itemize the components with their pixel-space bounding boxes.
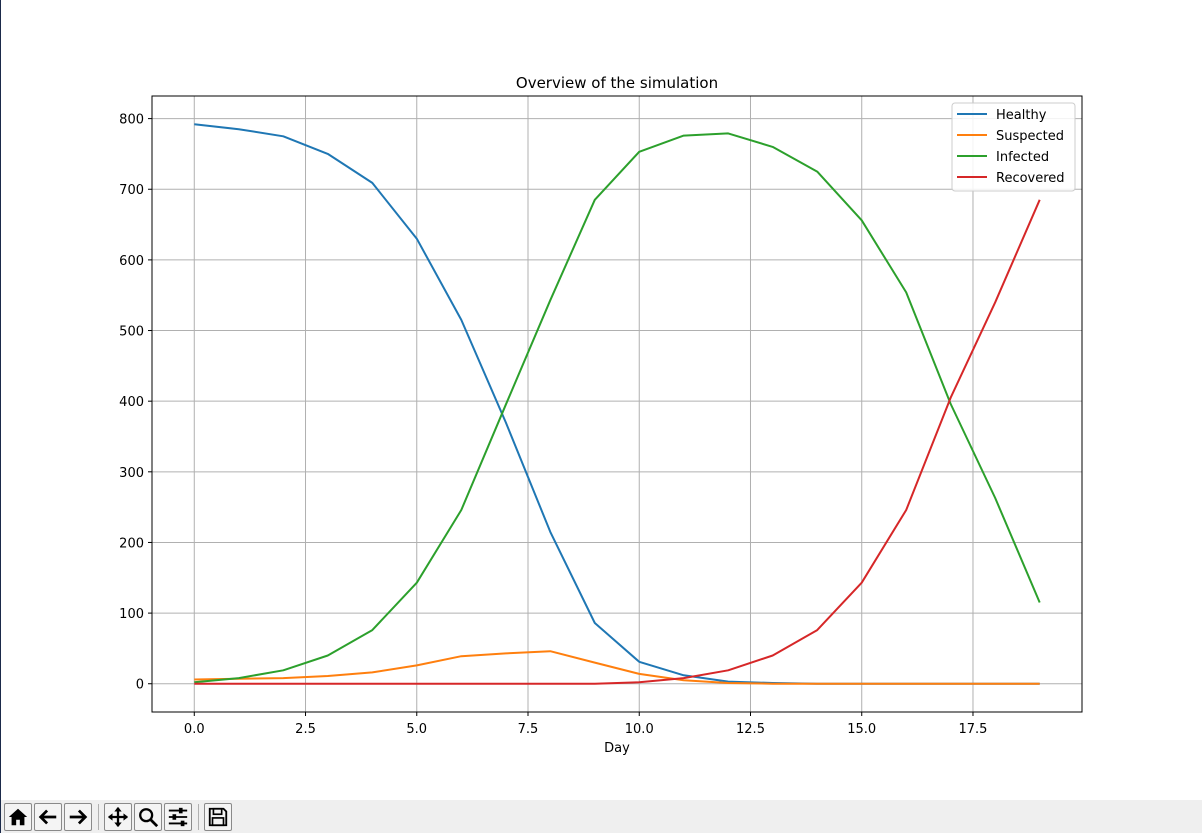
legend-label-infected: Infected xyxy=(996,150,1049,165)
y-tick-label: 200 xyxy=(119,536,144,551)
legend-box xyxy=(951,102,1076,192)
x-tick-label: 5.0 xyxy=(406,722,427,737)
y-tick-label: 500 xyxy=(119,325,144,340)
forward-button[interactable] xyxy=(64,802,92,831)
x-tick-label: 12.5 xyxy=(736,722,765,737)
figure-canvas: Overview of the simulation 0.0 2.5 5.0 7.5 1… xyxy=(1,0,1202,800)
series-line-recovered xyxy=(194,199,1041,685)
legend: Healthy Suspected Infected Recovered xyxy=(951,102,1076,192)
x-tick-label: 0.0 xyxy=(184,722,205,737)
legend-label-healthy: Healthy xyxy=(996,108,1047,123)
x-tick-label: 10.0 xyxy=(625,722,654,737)
back-arrow-icon xyxy=(38,809,57,824)
save-button[interactable] xyxy=(204,802,232,831)
y-tick-label: 100 xyxy=(119,607,144,622)
chart-title: Overview of the simulation xyxy=(516,74,718,92)
y-tick-label: 800 xyxy=(119,113,144,128)
axes-frame xyxy=(151,95,1083,713)
navigation-toolbar xyxy=(1,800,1202,833)
home-icon xyxy=(8,808,28,825)
y-tick-label: 600 xyxy=(119,254,144,269)
x-tick-label: 17.5 xyxy=(959,722,988,737)
home-button[interactable] xyxy=(4,802,32,831)
forward-arrow-icon xyxy=(69,809,88,824)
zoom-button[interactable] xyxy=(134,802,162,831)
pan-icon xyxy=(107,806,129,827)
series-line-suspected xyxy=(194,650,1040,685)
configure-subplots-icon xyxy=(168,807,188,826)
pan-button[interactable] xyxy=(104,802,132,831)
y-tick-label: 0 xyxy=(136,678,144,693)
y-tick-label: 400 xyxy=(119,395,144,410)
y-tick-label: 700 xyxy=(119,183,144,198)
y-tick-label: 300 xyxy=(119,466,144,481)
legend-label-suspected: Suspected xyxy=(996,129,1064,144)
toolbar-separator xyxy=(98,803,99,830)
configure-subplots-button[interactable] xyxy=(164,802,192,831)
series-layer xyxy=(194,123,1041,685)
ticks: 0.0 2.5 5.0 7.5 10.0 12.5 15.0 17.5 0 100 200 300 40… xyxy=(119,113,987,737)
back-button[interactable] xyxy=(34,802,62,831)
zoom-icon xyxy=(139,807,159,827)
x-tick-label: 7.5 xyxy=(518,722,539,737)
legend-label-recovered: Recovered xyxy=(996,171,1065,186)
x-tick-label: 15.0 xyxy=(847,722,876,737)
save-icon xyxy=(208,807,228,826)
x-tick-label: 2.5 xyxy=(295,722,316,737)
toolbar-separator xyxy=(198,803,199,830)
series-line-infected xyxy=(194,132,1041,684)
x-axis-label: Day xyxy=(604,741,630,756)
